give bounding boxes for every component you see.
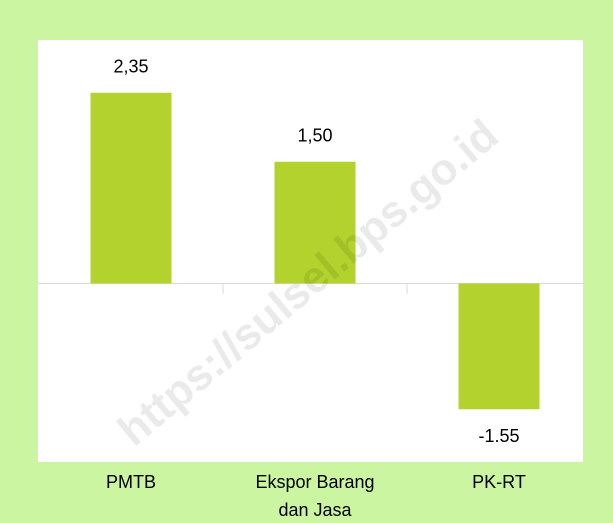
bar bbox=[274, 161, 356, 284]
data-label: 2,35 bbox=[113, 57, 148, 77]
data-label: -1.55 bbox=[478, 426, 519, 446]
bar bbox=[90, 92, 172, 284]
data-label: 1,50 bbox=[297, 125, 332, 145]
x-tick-label: PK-RT bbox=[472, 472, 526, 492]
bar bbox=[458, 283, 540, 410]
x-tick-label: PMTB bbox=[105, 472, 156, 492]
x-tick-label: Ekspor Barang dan Jasa bbox=[255, 472, 375, 520]
